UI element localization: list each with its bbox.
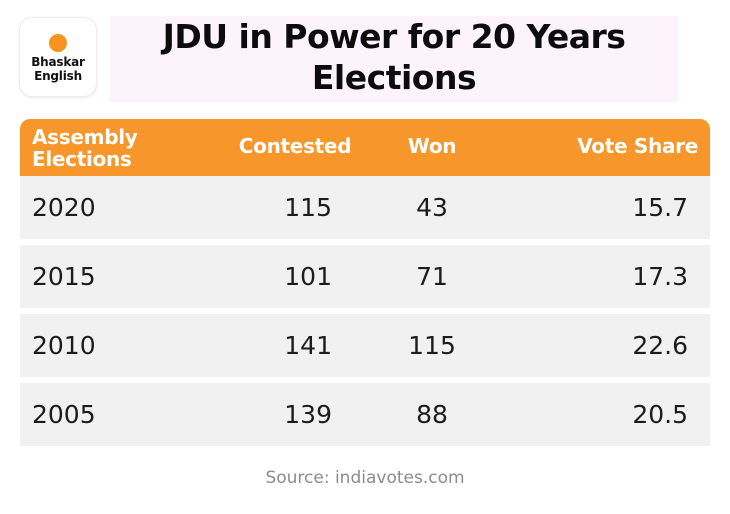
table-row: 2020 115 43 15.7: [20, 176, 710, 239]
cell-year: 2005: [32, 400, 96, 429]
cell-vote-share: 20.5: [632, 400, 688, 429]
title-line-1: JDU in Power for 20 Years: [162, 17, 626, 56]
logo-line-1: Bhaskar: [31, 55, 85, 69]
source-note: Source: indiavotes.com: [265, 468, 465, 488]
header-won: Won: [407, 134, 457, 158]
cell-vote-share: 17.3: [632, 262, 688, 291]
cell-vote-share: 22.6: [632, 331, 688, 360]
cell-year: 2010: [32, 331, 96, 360]
cell-contested: 115: [284, 193, 332, 222]
table-row: 2005 139 88 20.5: [20, 383, 710, 446]
header-vote-share: Vote Share: [577, 134, 698, 158]
cell-contested: 101: [284, 262, 332, 291]
cell-contested: 141: [284, 331, 332, 360]
cell-year: 2020: [32, 193, 96, 222]
title-line-2: Elections: [311, 58, 477, 97]
table-body: 2020 115 43 15.7 2015 101 71 17.3 2010 1…: [20, 176, 710, 446]
logo-text: Bhaskar English: [20, 55, 96, 83]
header-elections-line-2: Elections: [32, 147, 132, 171]
cell-won: 43: [416, 193, 448, 222]
elections-table: Assembly Elections Contested Won Vote Sh…: [20, 119, 710, 446]
header-assembly-elections: Assembly Elections: [32, 126, 192, 170]
table-header: Assembly Elections Contested Won Vote Sh…: [20, 119, 710, 176]
cell-year: 2015: [32, 262, 96, 291]
bhaskar-english-logo: Bhaskar English: [20, 18, 96, 96]
logo-dot-icon: [49, 34, 67, 52]
header-contested: Contested: [238, 134, 352, 158]
cell-vote-share: 15.7: [632, 193, 688, 222]
page-title: JDU in Power for 20 Years Elections: [110, 16, 678, 102]
logo-line-2: English: [34, 69, 82, 83]
table-row: 2010 141 115 22.6: [20, 314, 710, 377]
cell-contested: 139: [284, 400, 332, 429]
cell-won: 115: [408, 331, 456, 360]
cell-won: 88: [416, 400, 448, 429]
header-elections-line-1: Assembly: [32, 125, 138, 149]
table-row: 2015 101 71 17.3: [20, 245, 710, 308]
cell-won: 71: [416, 262, 448, 291]
